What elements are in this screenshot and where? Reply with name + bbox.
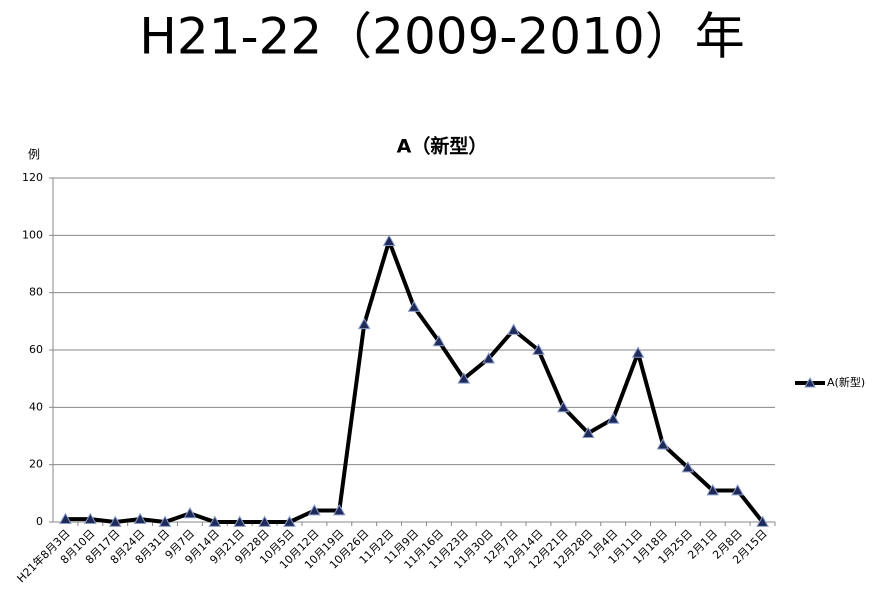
y-tick-label: 120	[22, 171, 43, 184]
point-marker	[83, 512, 97, 525]
point-marker	[407, 300, 421, 312]
point-marker	[158, 515, 172, 527]
point-marker	[581, 426, 595, 439]
point-marker	[656, 438, 670, 450]
y-tick-label: 80	[29, 286, 43, 299]
point-marker	[432, 334, 446, 347]
point-marker	[731, 483, 745, 496]
point-marker	[756, 515, 769, 527]
y-tick-label: 20	[29, 458, 43, 471]
point-marker	[108, 515, 122, 527]
point-marker	[557, 400, 570, 413]
point-marker	[233, 515, 247, 527]
point-marker	[308, 504, 321, 516]
series-line	[65, 239, 765, 524]
point-marker	[457, 372, 471, 384]
point-marker	[258, 515, 271, 527]
point-marker	[482, 352, 496, 364]
y-tick-label: 100	[22, 228, 43, 241]
point-marker	[507, 323, 520, 335]
legend-label: A(新型)	[827, 375, 865, 389]
point-marker	[133, 512, 147, 525]
point-marker	[532, 343, 545, 355]
legend-marker	[804, 376, 816, 388]
y-tick-label: 60	[29, 343, 43, 356]
point-marker	[357, 317, 371, 330]
y-tick-label: 40	[29, 400, 43, 413]
point-marker	[332, 504, 346, 516]
point-marker	[183, 506, 197, 519]
point-marker	[681, 461, 695, 473]
point-marker	[208, 515, 222, 527]
y-tick-label: 0	[36, 515, 43, 528]
page-title: H21-22（2009-2010）年	[139, 8, 744, 66]
point-marker	[631, 346, 645, 358]
y-axis-label: 例	[28, 148, 40, 162]
point-marker	[382, 234, 396, 246]
point-marker	[706, 483, 720, 496]
point-marker	[606, 412, 620, 424]
point-marker	[283, 515, 296, 527]
point-marker	[59, 512, 72, 525]
chart-title: A（新型）	[397, 135, 488, 158]
